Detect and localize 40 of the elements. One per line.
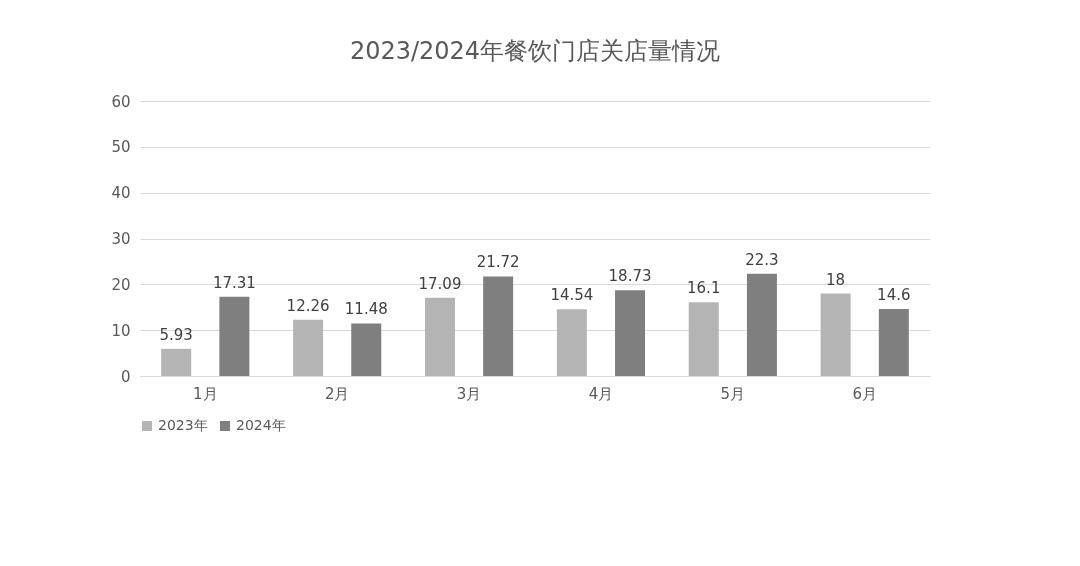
y-tick-label: 20: [111, 275, 131, 294]
x-tick-label: 3月: [456, 384, 482, 403]
bar: [820, 293, 851, 376]
legend-label: 2023年: [158, 417, 208, 433]
y-tick-label: 0: [120, 367, 131, 386]
y-tick-label: 40: [111, 184, 131, 203]
x-tick-label: 2月: [324, 384, 350, 403]
y-tick-label: 60: [111, 92, 131, 111]
chart-title: 2023/2024年餐饮门店关店量情况: [349, 37, 721, 65]
bar: [219, 296, 250, 376]
bar: [351, 323, 382, 376]
data-label: 18: [826, 270, 846, 289]
bar: [688, 302, 719, 376]
x-tick-label: 5月: [720, 384, 746, 403]
y-tick-label: 30: [111, 230, 131, 248]
data-label: 12.26: [286, 296, 330, 315]
x-tick-label: 6月: [852, 384, 877, 403]
data-label: 21.72: [476, 253, 520, 272]
legend-label: 2024年: [236, 417, 286, 433]
data-label: 17.09: [418, 274, 462, 293]
y-tick-label: 10: [111, 321, 131, 340]
data-label: 17.31: [212, 273, 256, 292]
y-tick-label: 50: [111, 138, 131, 157]
bar: [483, 276, 514, 376]
bar: [424, 297, 455, 376]
data-label: 22.3: [745, 250, 779, 269]
data-label: 5.93: [159, 325, 193, 344]
bar: [878, 309, 909, 376]
data-label: 14.6: [877, 286, 911, 305]
data-label: 18.73: [608, 267, 652, 286]
data-label: 14.54: [550, 286, 594, 305]
x-tick-label: 1月: [193, 384, 218, 403]
data-label: 11.48: [344, 300, 388, 319]
bar: [293, 319, 324, 376]
data-label: 16.1: [687, 279, 721, 298]
bar: [615, 290, 646, 376]
bar: [161, 348, 192, 376]
bar: [556, 309, 587, 376]
bar: [746, 273, 777, 376]
x-tick-label: 4月: [588, 384, 614, 403]
